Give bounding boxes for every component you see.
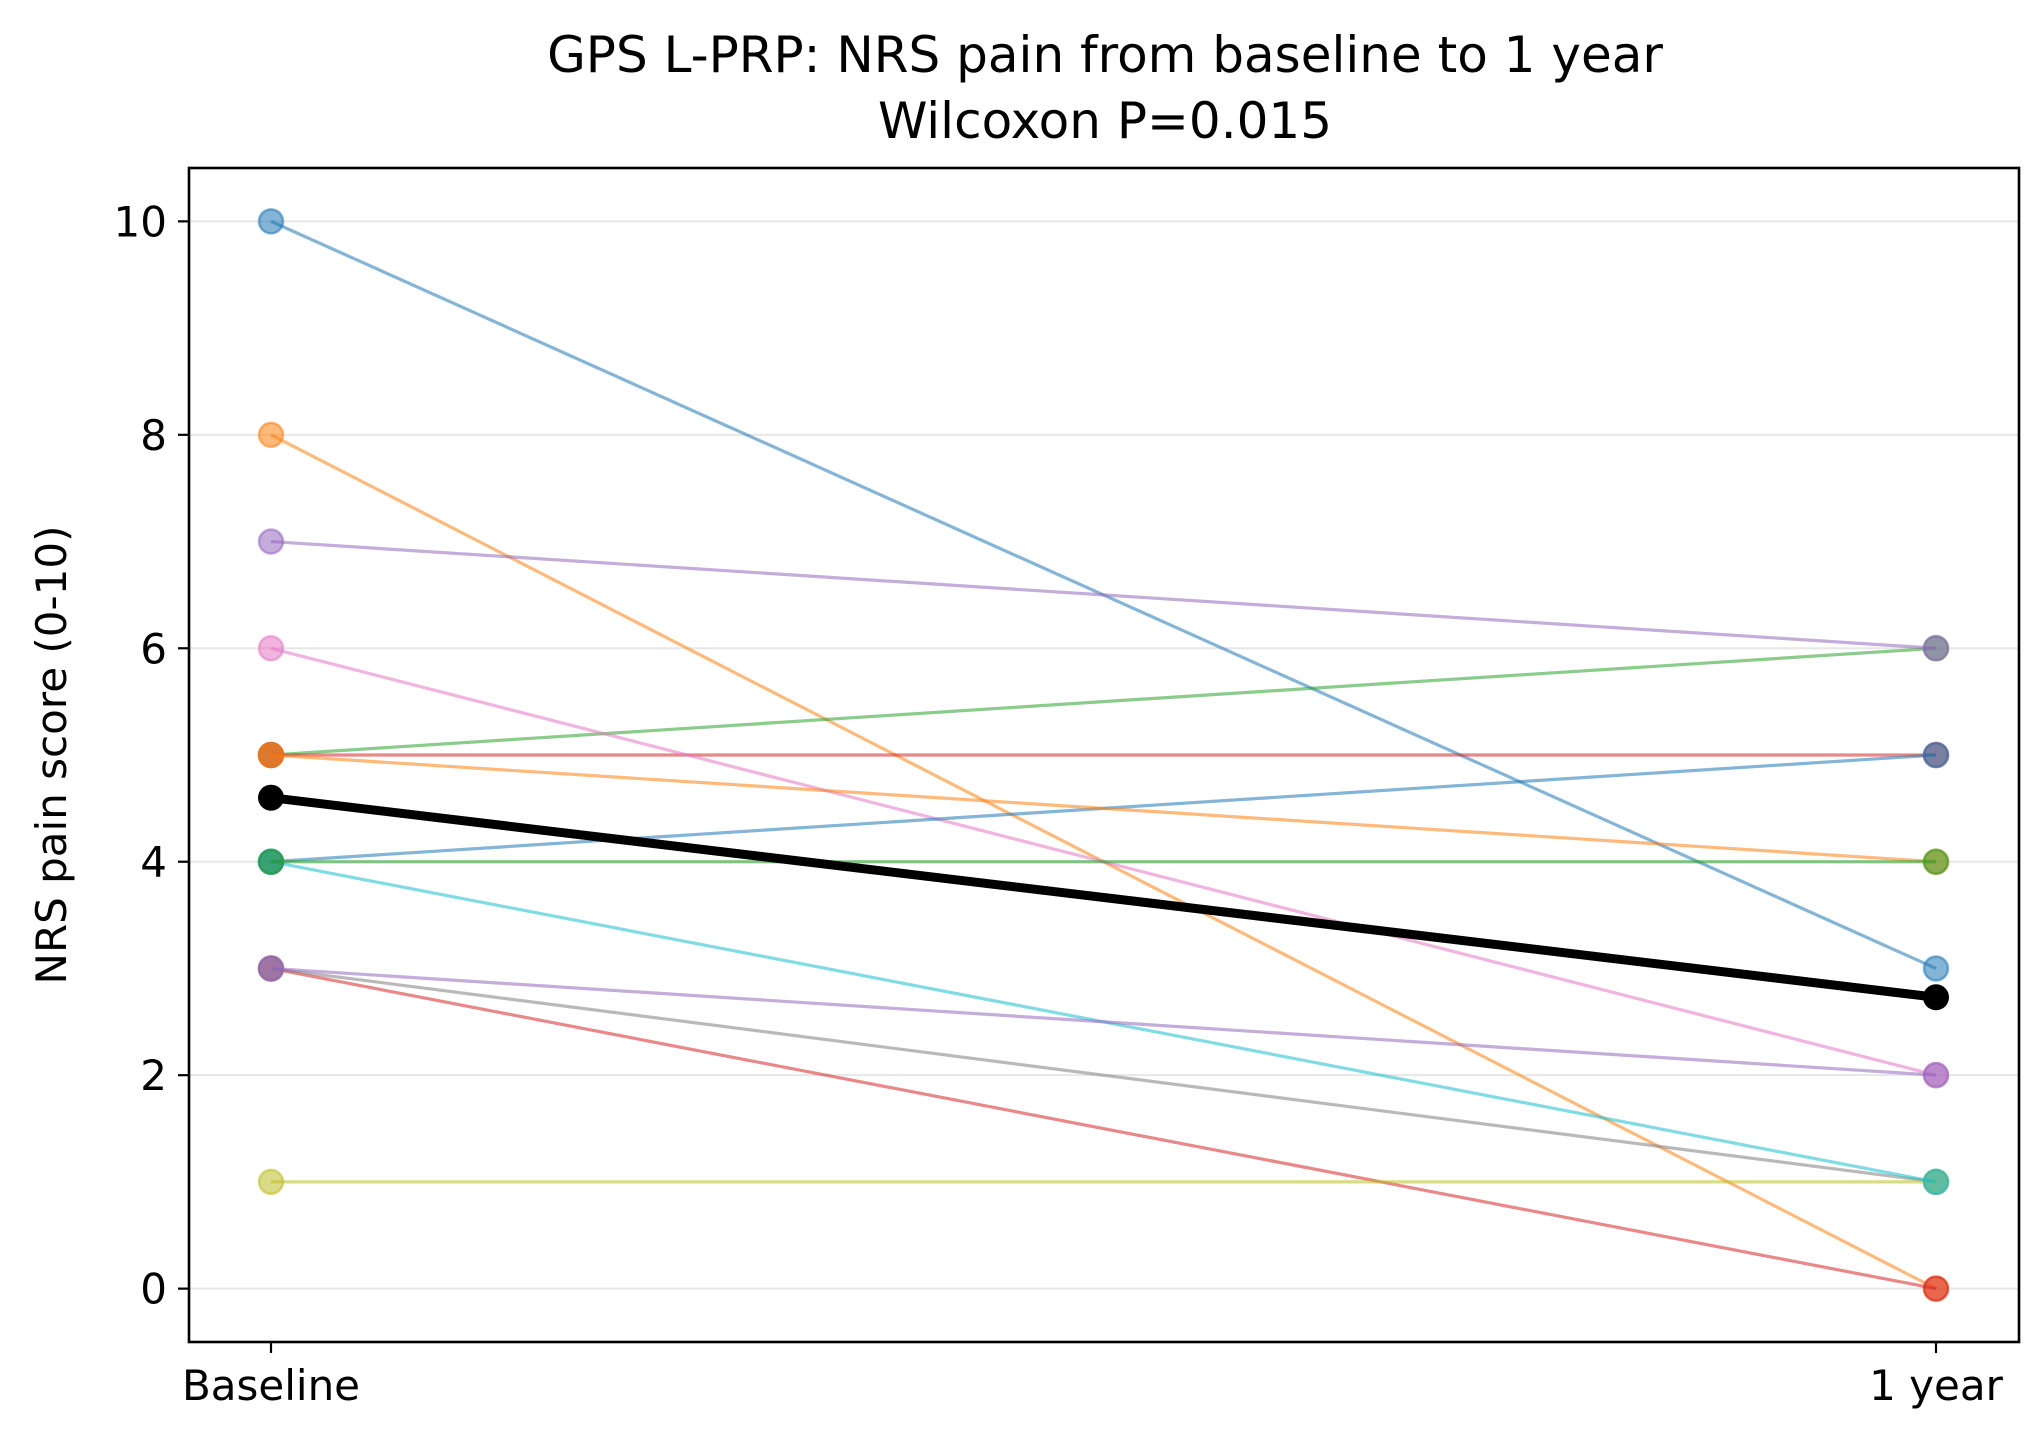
patient-series xyxy=(257,955,1950,1089)
data-point xyxy=(1922,955,1950,982)
data-point xyxy=(257,528,285,555)
chart-title: GPS L-PRP: NRS pain from baseline to 1 y… xyxy=(547,26,1663,84)
patient-series xyxy=(257,848,1950,875)
x-tick-label: Baseline xyxy=(182,1361,360,1410)
y-tick-label: 0 xyxy=(140,1265,167,1314)
y-tick-label: 8 xyxy=(140,411,167,460)
data-point xyxy=(1922,1061,1950,1089)
data-point xyxy=(257,635,285,662)
series-line xyxy=(270,966,1937,1077)
data-point xyxy=(257,421,285,449)
data-point xyxy=(1922,848,1950,875)
x-axis-ticks: Baseline 1 year xyxy=(182,1342,2004,1410)
mean-series xyxy=(258,784,1949,1011)
data-point xyxy=(257,208,285,235)
data-point xyxy=(1922,1168,1950,1196)
y-tick-label: 2 xyxy=(140,1051,167,1100)
mean-point xyxy=(1923,984,1949,1011)
series-line xyxy=(270,753,1937,864)
data-point xyxy=(1922,635,1950,662)
series-line xyxy=(270,966,1937,1291)
data-point xyxy=(257,955,285,982)
mean-point xyxy=(258,784,284,811)
y-tick-label: 4 xyxy=(140,838,167,887)
data-point xyxy=(257,848,285,875)
data-point xyxy=(1922,741,1950,769)
series-line xyxy=(270,646,1937,757)
y-tick-label: 10 xyxy=(114,197,167,246)
patient-series xyxy=(257,528,1950,662)
plot-frame xyxy=(187,166,2021,1344)
series-lines xyxy=(257,208,1950,1302)
x-tick-label: 1 year xyxy=(1869,1361,2004,1410)
data-point xyxy=(257,741,285,769)
series-line xyxy=(270,966,1937,1184)
data-point xyxy=(1922,1275,1950,1302)
y-axis-label: NRS pain score (0-10) xyxy=(27,526,76,985)
y-axis-ticks: 0 2 4 6 8 10 xyxy=(114,197,189,1314)
y-tick-label: 6 xyxy=(140,624,167,673)
mean-line xyxy=(270,793,1937,1002)
data-point xyxy=(257,1168,285,1196)
chart-subtitle: Wilcoxon P=0.015 xyxy=(878,92,1332,150)
series-line xyxy=(270,539,1937,650)
